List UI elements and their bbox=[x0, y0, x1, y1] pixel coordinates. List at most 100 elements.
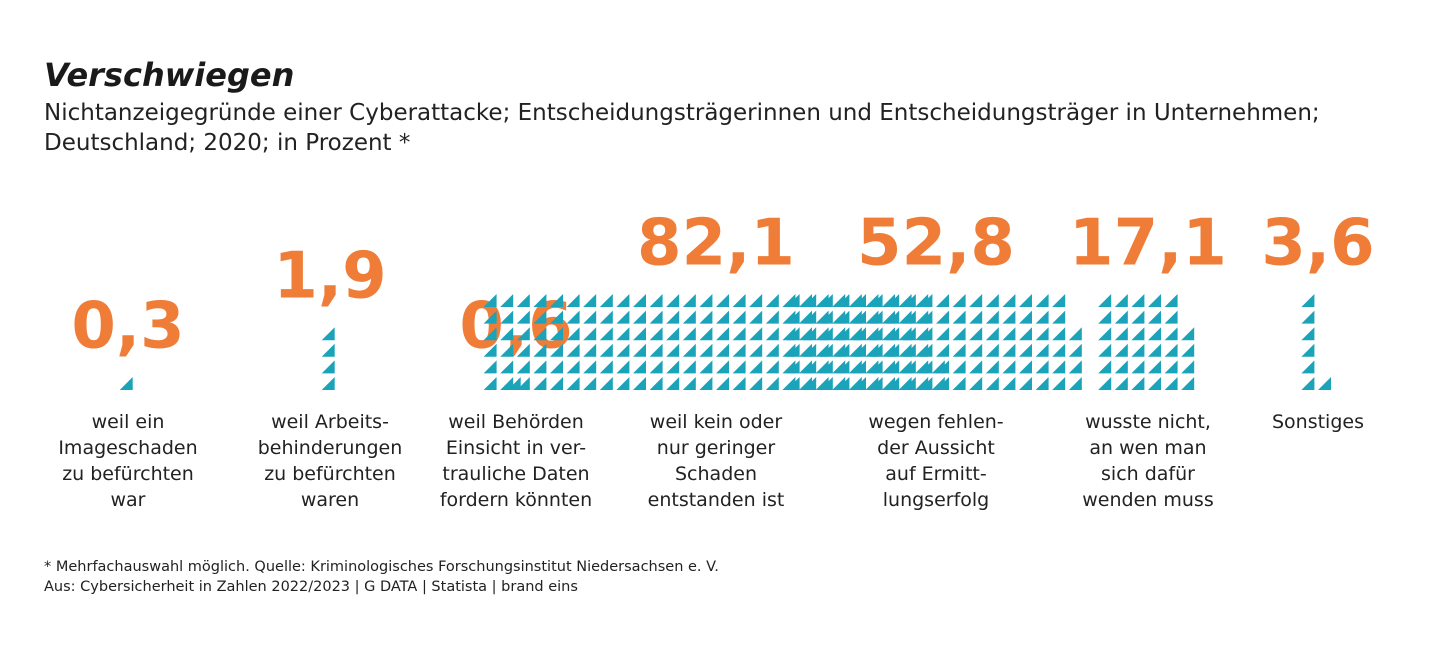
bar-icon-triangle bbox=[1164, 360, 1178, 374]
bar-icon-triangle bbox=[1098, 327, 1112, 341]
bar-icon-triangle bbox=[732, 310, 746, 324]
bar-icon-triangle bbox=[936, 294, 949, 307]
bar-icon-triangle bbox=[869, 294, 883, 307]
bar-icon-triangle bbox=[483, 294, 497, 307]
bar-icon-triangle bbox=[666, 343, 680, 357]
bar-icon-triangle bbox=[649, 377, 663, 390]
category-label: nur geringer bbox=[657, 437, 776, 459]
bar-icon-triangle bbox=[616, 343, 630, 357]
bar-icon-triangle bbox=[1035, 327, 1049, 341]
bar-icon-triangle bbox=[732, 294, 746, 307]
bar-icon-triangle bbox=[803, 377, 817, 390]
bar-icon-triangle bbox=[1052, 360, 1066, 374]
bar-icon-triangle bbox=[732, 343, 746, 357]
bar-icon-triangle bbox=[886, 377, 900, 390]
bar-icon-triangle bbox=[1181, 327, 1195, 341]
category-label: der Aussicht bbox=[877, 437, 995, 459]
bar-icon-triangle bbox=[1098, 360, 1112, 374]
bar-icon-triangle bbox=[985, 343, 999, 357]
bar-icon-triangle bbox=[616, 294, 630, 307]
bar-group: 3,6 Sonstiges bbox=[1261, 206, 1374, 433]
bar-icon-triangle bbox=[1114, 377, 1128, 390]
bar-icon-triangle bbox=[516, 377, 530, 390]
value-label: 0,6 bbox=[459, 289, 572, 363]
bar-icon-triangle bbox=[533, 360, 547, 374]
bar-icon-triangle bbox=[732, 327, 746, 341]
bar-icon-triangle bbox=[1019, 343, 1032, 357]
bar-icon-triangle bbox=[919, 327, 933, 341]
bar-icon-triangle bbox=[985, 294, 999, 307]
bar-icon-triangle bbox=[902, 310, 916, 324]
bar-icon-triangle bbox=[732, 360, 746, 374]
bar-icon-triangle bbox=[666, 294, 680, 307]
bar-icon-triangle bbox=[765, 343, 779, 357]
bar-icon-triangle bbox=[566, 310, 580, 324]
bar-icon-triangle bbox=[919, 310, 933, 324]
bar-icon-triangle bbox=[803, 310, 817, 324]
bar-icon-triangle bbox=[649, 310, 663, 324]
bar-icon-triangle bbox=[886, 360, 900, 374]
value-label: 0,3 bbox=[71, 289, 184, 363]
bar-icon-triangle bbox=[969, 360, 983, 374]
bar-icon-triangle bbox=[1019, 310, 1032, 324]
bar-icon-triangle bbox=[1019, 294, 1032, 307]
category-label: weil Arbeits- bbox=[271, 411, 389, 433]
bar-icon-triangle bbox=[936, 377, 949, 390]
bar-icon-triangle bbox=[853, 327, 866, 341]
bar-icon-triangle bbox=[699, 343, 713, 357]
value-label: 52,8 bbox=[857, 206, 1015, 280]
bar-icon-triangle bbox=[952, 294, 966, 307]
bar-icon-triangle bbox=[599, 310, 613, 324]
bar-icon-triangle bbox=[902, 360, 916, 374]
bar-icon-triangle bbox=[500, 310, 514, 324]
category-label: entstanden ist bbox=[648, 489, 785, 511]
bar-icon-triangle bbox=[803, 343, 817, 357]
bar-icon-triangle bbox=[516, 360, 530, 374]
bar-icon-triangle bbox=[616, 360, 630, 374]
bar-icon-triangle bbox=[836, 294, 850, 307]
bar-icon-triangle bbox=[836, 343, 850, 357]
bar-icon-triangle bbox=[119, 377, 133, 390]
bar-icon-triangle bbox=[936, 360, 949, 374]
bar-icon-triangle bbox=[533, 343, 547, 357]
bar-icon-triangle bbox=[886, 310, 900, 324]
category-label: Einsicht in ver- bbox=[446, 437, 586, 459]
bar-icon-triangle bbox=[1035, 310, 1049, 324]
category-label: wusste nicht, bbox=[1085, 411, 1211, 433]
bar-icon-triangle bbox=[649, 327, 663, 341]
bar-icon-triangle bbox=[533, 310, 547, 324]
bar-icon-triangle bbox=[699, 360, 713, 374]
footnote: * Mehrfachauswahl möglich. Quelle: Krimi… bbox=[44, 557, 719, 597]
bar-icon-triangle bbox=[716, 294, 729, 307]
bar-icon-triangle bbox=[583, 343, 597, 357]
bar-icon-triangle bbox=[765, 294, 779, 307]
bar-icon-triangle bbox=[1148, 310, 1161, 324]
bar-icon-triangle bbox=[919, 294, 933, 307]
category-label: Schaden bbox=[675, 463, 757, 485]
bar-icon-triangle bbox=[819, 327, 833, 341]
category-label: behinderungen bbox=[258, 437, 403, 459]
bar-icon-triangle bbox=[1148, 377, 1161, 390]
bar-icon-triangle bbox=[500, 360, 514, 374]
bar-icon-triangle bbox=[1301, 294, 1315, 307]
bar-icon-triangle bbox=[682, 377, 696, 390]
bar-icon-triangle bbox=[819, 377, 833, 390]
bar-icon-triangle bbox=[1131, 377, 1145, 390]
bar-icon-triangle bbox=[1131, 343, 1145, 357]
bar-icon-triangle bbox=[550, 360, 563, 374]
bar-icon-triangle bbox=[869, 377, 883, 390]
bar-icon-triangle bbox=[985, 360, 999, 374]
bar-icon-triangle bbox=[649, 360, 663, 374]
bar-icon-triangle bbox=[321, 377, 335, 390]
bar-icon-triangle bbox=[1035, 377, 1049, 390]
category-label: war bbox=[111, 489, 146, 511]
bar-icon-triangle bbox=[902, 327, 916, 341]
bar-icon-triangle bbox=[985, 377, 999, 390]
bar-icon-triangle bbox=[1035, 343, 1049, 357]
bar-icon-triangle bbox=[1148, 294, 1161, 307]
bar-icon-triangle bbox=[682, 310, 696, 324]
bar-icon-triangle bbox=[969, 377, 983, 390]
bar-icon-triangle bbox=[1301, 343, 1315, 357]
bar-icon-triangle bbox=[1181, 343, 1195, 357]
bar-icon-triangle bbox=[516, 310, 530, 324]
